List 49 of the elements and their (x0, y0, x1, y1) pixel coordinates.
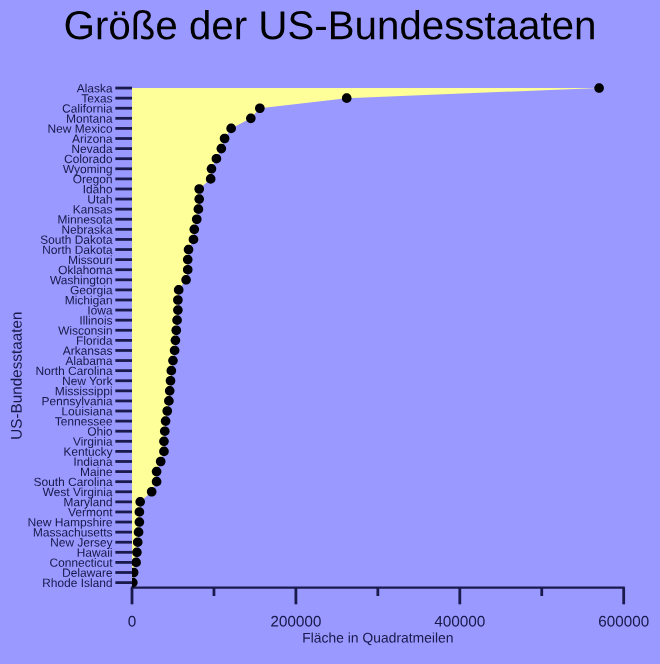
point (135, 497, 146, 507)
point (159, 436, 169, 447)
point (189, 224, 200, 235)
point (159, 426, 170, 437)
point (216, 143, 227, 154)
point (226, 123, 236, 134)
point (132, 547, 142, 558)
point (194, 184, 205, 194)
point (206, 163, 217, 174)
point (205, 174, 216, 184)
point (132, 557, 141, 568)
point (169, 345, 180, 356)
point (166, 365, 177, 376)
point (164, 396, 174, 406)
point (183, 244, 194, 255)
point (155, 456, 166, 467)
point (341, 93, 352, 103)
point (191, 214, 202, 225)
point (151, 466, 162, 477)
point (173, 285, 184, 295)
point (165, 375, 176, 386)
point (193, 204, 204, 214)
point (170, 335, 181, 346)
point (171, 325, 182, 336)
point (255, 103, 265, 114)
point (594, 83, 604, 93)
point (159, 446, 169, 457)
point (160, 416, 171, 426)
point (146, 486, 157, 497)
point (219, 133, 230, 144)
point (172, 315, 182, 325)
point (181, 275, 191, 285)
point (134, 507, 145, 517)
point (173, 305, 183, 315)
point (164, 386, 175, 396)
point (132, 537, 143, 548)
point (182, 254, 193, 265)
point (133, 527, 144, 537)
point (194, 194, 205, 204)
point (182, 264, 193, 275)
point (162, 406, 173, 416)
point (151, 476, 162, 487)
point (188, 234, 199, 245)
point (134, 517, 145, 527)
chart-title: Größe der US-Bundesstaaten (65, 9, 594, 40)
point (211, 153, 222, 164)
point (173, 295, 183, 305)
point (246, 113, 256, 124)
point (168, 355, 178, 366)
